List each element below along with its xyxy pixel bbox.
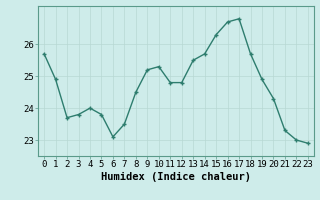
X-axis label: Humidex (Indice chaleur): Humidex (Indice chaleur)	[101, 172, 251, 182]
